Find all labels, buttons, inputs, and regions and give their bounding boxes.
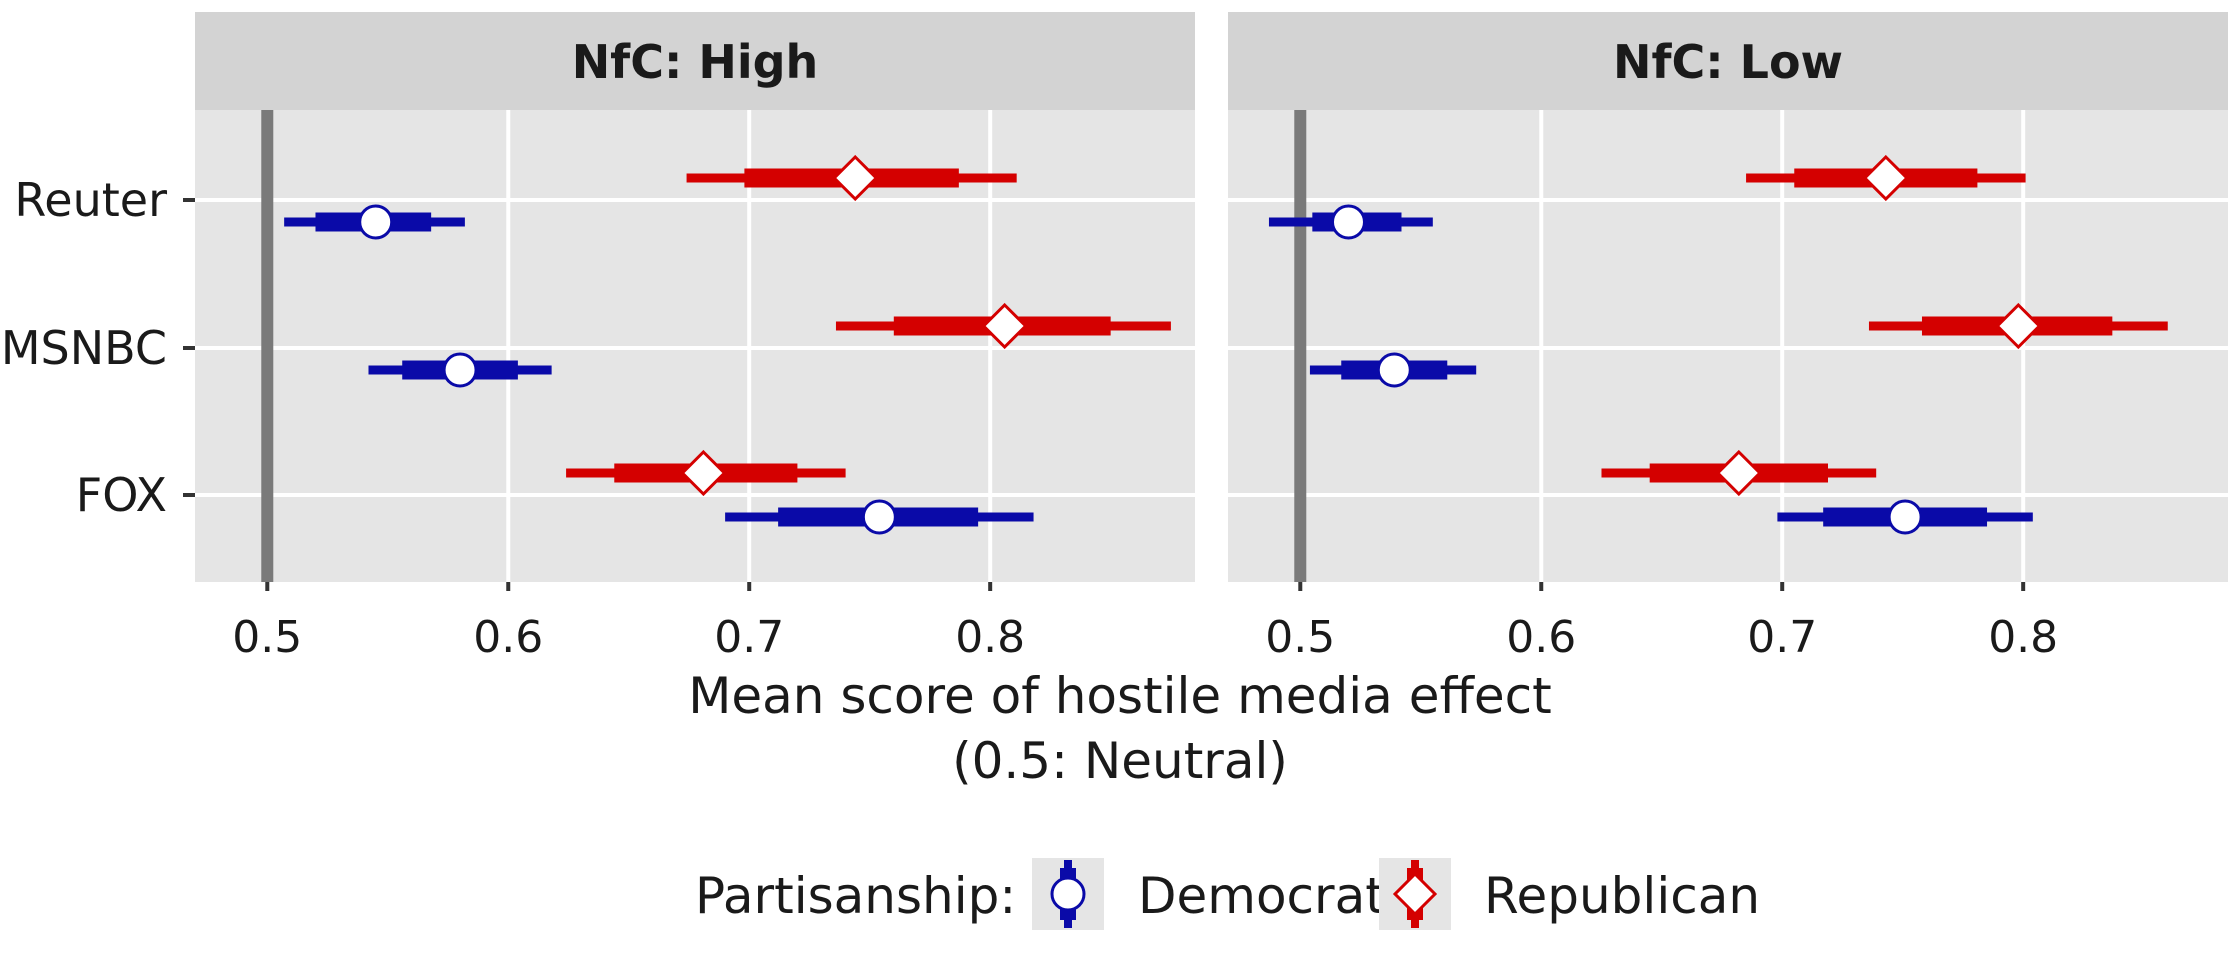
x-tick-label: 0.8 — [955, 612, 1025, 663]
republican-mean-marker — [981, 302, 1028, 350]
x-tick-label: 0.6 — [473, 612, 543, 663]
legend-label-democrat: Democrat — [1138, 867, 1385, 925]
republican-mean-marker — [1862, 154, 1909, 202]
panel-2: NfC: Low 0.5 0.6 0.7 0.8 — [1228, 12, 2228, 663]
panel-strip — [195, 12, 1195, 110]
republican-mean-marker — [1715, 449, 1762, 497]
panel-title: NfC: High — [572, 35, 819, 89]
republican-mean-marker — [680, 449, 727, 497]
x-tick-label: 0.6 — [1506, 612, 1576, 663]
legend-label-republican: Republican — [1484, 867, 1760, 925]
republican-mean-marker — [1995, 302, 2042, 350]
x-axis-title-line1: Mean score of hostile media effect — [688, 667, 1552, 725]
democrat-mean-marker — [1376, 352, 1412, 388]
y-tick-label: MSNBC — [1, 321, 167, 375]
legend-key-democrat-marker — [1050, 876, 1086, 912]
x-tick-label: 0.7 — [714, 612, 784, 663]
democrat-mean-marker — [358, 204, 394, 240]
democrat-mean-marker — [442, 352, 478, 388]
democrat-mean-marker — [1887, 499, 1923, 535]
legend: Partisanship: Democrat Republican — [695, 858, 1760, 930]
y-tick-label: FOX — [76, 468, 167, 522]
x-tick-label: 0.5 — [232, 612, 302, 663]
x-axis-title-line2: (0.5: Neutral) — [952, 732, 1288, 790]
panels-layer: NfC: High 0.5 0.6 0.7 0.8 NfC: Low 0.5 0.6 0.7 0.… — [195, 12, 2228, 663]
x-tick-label: 0.5 — [1265, 612, 1335, 663]
legend-item-republican: Republican — [1379, 858, 1760, 930]
panel-strip — [1228, 12, 2228, 110]
x-tick-label: 0.8 — [1988, 612, 2058, 663]
legend-item-democrat: Democrat — [1032, 858, 1385, 930]
legend-title: Partisanship: — [695, 867, 1016, 925]
panel-1: NfC: High 0.5 0.6 0.7 0.8 — [195, 12, 1195, 663]
democrat-mean-marker — [1330, 204, 1366, 240]
panel-title: NfC: Low — [1613, 35, 1843, 89]
democrat-mean-marker — [861, 499, 897, 535]
republican-mean-marker — [832, 154, 879, 202]
legend-key-republican-marker — [1392, 871, 1438, 917]
y-tick-label: Reuter — [14, 173, 167, 227]
y-axis: Reuter MSNBC FOX — [1, 173, 195, 522]
x-tick-label: 0.7 — [1747, 612, 1817, 663]
